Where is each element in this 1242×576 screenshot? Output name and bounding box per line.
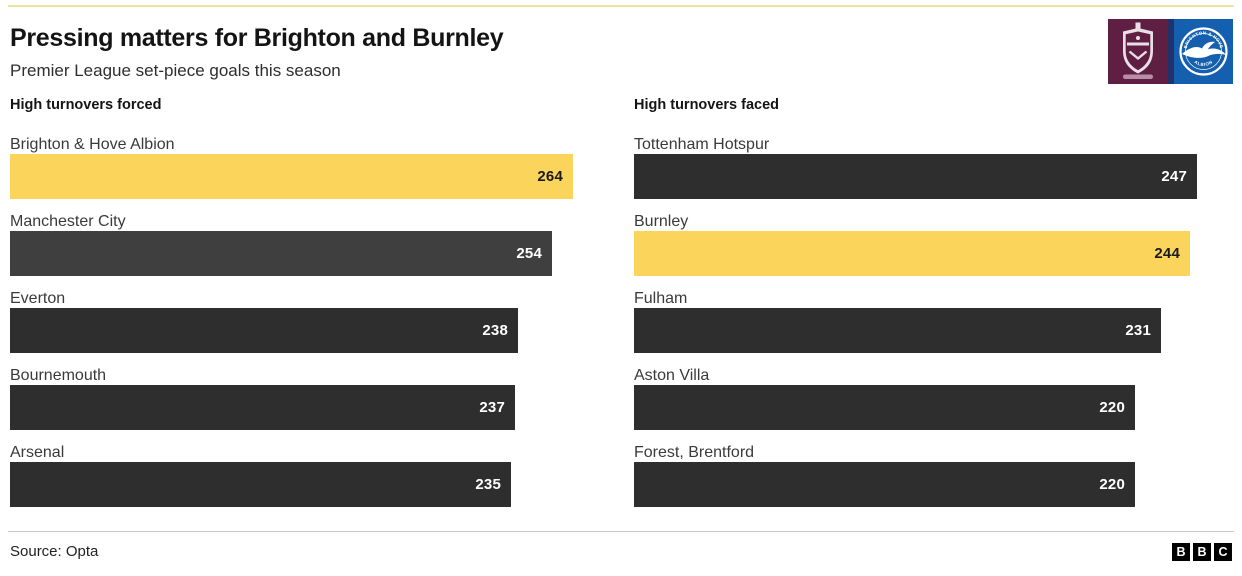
bar-row: Arsenal 235 [10,443,575,507]
bar-value: 220 [1099,399,1125,416]
team-label: Arsenal [10,444,65,461]
source-credit: Source: Opta [10,543,99,560]
bar-row: Brighton & Hove Albion 264 [10,135,575,199]
team-label: Brighton & Hove Albion [10,136,175,153]
badge-separator [1168,19,1174,84]
footer-divider [8,531,1234,532]
team-label: Bournemouth [10,367,107,384]
chart-heading: High turnovers forced [10,97,162,113]
club-badges: BRIGHTON & HOVE ALBION [1108,19,1233,84]
page-subtitle: Premier League set-piece goals this seas… [10,61,341,80]
team-label: Burnley [634,213,689,230]
bbc-logo: B B C [1172,543,1232,561]
bar: 237 [10,385,515,430]
chart-heading: High turnovers faced [634,97,780,113]
bar: 238 [10,308,518,353]
bar-row: Manchester City 254 [10,212,575,276]
team-label: Tottenham Hotspur [634,136,770,153]
bar-value: 247 [1161,168,1187,185]
bar-value: 220 [1099,476,1125,493]
team-label: Manchester City [10,213,126,230]
bar-row: Everton 238 [10,289,575,353]
team-label: Aston Villa [634,367,710,384]
chart-turnovers-forced: High turnovers forced Brighton & Hove Al… [10,96,575,520]
bar: 264 [10,154,573,199]
bar-value: 235 [475,476,501,493]
bar: 220 [634,385,1135,430]
bar: 254 [10,231,552,276]
bar-value: 254 [516,245,542,262]
page-title: Pressing matters for Brighton and Burnle… [10,24,504,52]
bbc-logo-block: B [1172,543,1190,561]
bar-list: Tottenham Hotspur 247 Burnley 244 Fulham 231 A… [634,135,1199,507]
bar-row: Forest, Brentford 220 [634,443,1199,507]
bar: 220 [634,462,1135,507]
team-label: Fulham [634,290,688,307]
chart-turnovers-faced: High turnovers faced Tottenham Hotspur 24… [634,96,1199,520]
burnley-badge-icon [1108,19,1168,84]
bbc-logo-block: B [1193,543,1211,561]
bar: 231 [634,308,1161,353]
bar-value: 244 [1154,245,1180,262]
bar: 247 [634,154,1197,199]
team-label: Everton [10,290,66,307]
team-label: Forest, Brentford [634,444,755,461]
svg-text:ALBION: ALBION [1193,59,1213,67]
bar-value: 238 [482,322,508,339]
bar-list: Brighton & Hove Albion 264 Manchester City… [10,135,575,507]
bar-value: 231 [1125,322,1151,339]
bar-value: 264 [537,168,563,185]
bar-value: 237 [479,399,505,416]
bar-row: Tottenham Hotspur 247 [634,135,1199,199]
bar-row: Fulham 231 [634,289,1199,353]
bar: 244 [634,231,1190,276]
top-accent-rule [8,5,1234,7]
bar-row: Bournemouth 237 [10,366,575,430]
bar-row: Aston Villa 220 [634,366,1199,430]
bar: 235 [10,462,511,507]
bbc-logo-block: C [1214,543,1232,561]
brighton-badge-icon: BRIGHTON & HOVE ALBION [1174,19,1233,84]
bar-row: Burnley 244 [634,212,1199,276]
